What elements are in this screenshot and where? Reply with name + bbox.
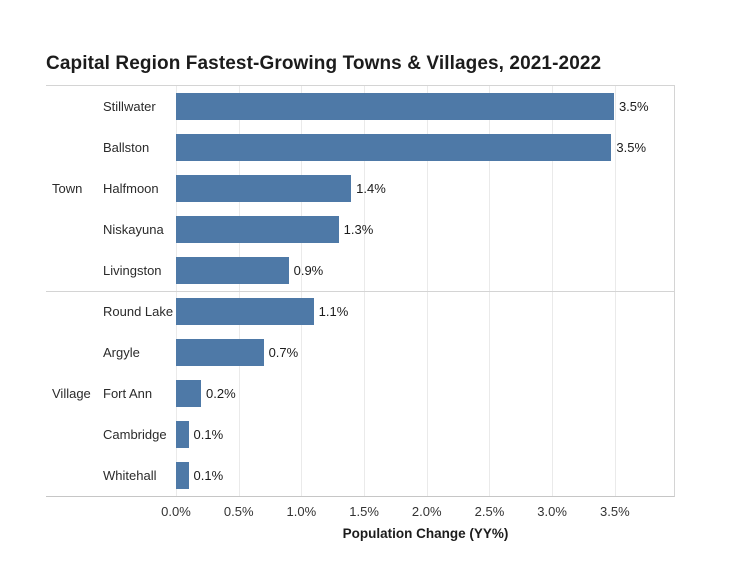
bar-value-label: 1.4% <box>356 180 386 196</box>
group-rows: Round Lake 1.1% Argyle 0.7% Fort Ann 0.2% Camb… <box>103 292 674 497</box>
bar <box>176 215 339 243</box>
bar <box>176 174 352 202</box>
bar-row: Fort Ann 0.2% <box>103 373 674 414</box>
bar <box>176 380 202 408</box>
row-label: Stillwater <box>103 98 156 114</box>
bar-area: 0.9% <box>176 250 674 291</box>
chart-title: Capital Region Fastest-Growing Towns & V… <box>46 53 602 74</box>
bar-value-label: 0.7% <box>268 345 299 361</box>
bar-row: Halfmoon 1.4% <box>103 168 674 209</box>
bar-area: 0.2% <box>176 373 674 414</box>
bar-groups: Town Stillwater 3.5% Ballston 3.5% Halfmoon 1.… <box>46 86 674 496</box>
bar-row: Round Lake 1.1% <box>103 292 674 333</box>
bar-value-label: 0.2% <box>206 386 236 402</box>
row-label: Ballston <box>103 139 150 155</box>
group-village: Village Round Lake 1.1% Argyle 0.7% Fort Ann 0… <box>46 290 674 497</box>
bar <box>176 421 189 449</box>
bar-row: Whitehall 0.1% <box>103 455 674 496</box>
bar-row: Livingston 0.9% <box>103 250 674 291</box>
group-label: Town <box>52 180 83 196</box>
bar <box>176 133 612 161</box>
bar-area: 3.5% <box>176 86 674 127</box>
row-label: Livingston <box>103 262 162 278</box>
x-tick-label: 1.0% <box>286 504 317 519</box>
bar-area: 0.7% <box>176 332 674 373</box>
row-label: Cambridge <box>103 427 167 443</box>
row-label: Niskayuna <box>103 221 164 237</box>
bar-chart-plot: Town Stillwater 3.5% Ballston 3.5% Halfmoon 1.… <box>46 85 675 497</box>
bar-area: 1.3% <box>176 209 674 250</box>
bar-area: 0.1% <box>176 414 674 455</box>
row-label: Fort Ann <box>103 386 153 402</box>
bar-row: Ballston 3.5% <box>103 127 674 168</box>
row-label: Halfmoon <box>103 180 159 196</box>
x-axis: 0.0% 0.5% 1.0% 1.5% 2.0% 2.5% 3.0% 3.5% <box>161 497 675 519</box>
bar-value-label: 0.1% <box>193 468 224 484</box>
x-axis-title: Population Change (YY%) <box>342 526 509 541</box>
group-rows: Stillwater 3.5% Ballston 3.5% Halfmoon 1.4% Ni… <box>103 86 674 291</box>
row-label: Argyle <box>103 345 140 361</box>
bar-value-label: 3.5% <box>616 139 647 155</box>
row-label: Whitehall <box>103 468 157 484</box>
bar <box>176 256 289 284</box>
bar <box>176 298 314 326</box>
bar-area: 1.4% <box>176 168 674 209</box>
bar-value-label: 1.1% <box>318 304 349 320</box>
bar <box>176 92 614 120</box>
x-tick-label: 3.0% <box>537 504 567 519</box>
x-tick-label: 0.5% <box>223 504 254 519</box>
row-label: Round Lake <box>103 304 174 320</box>
bar <box>176 462 189 490</box>
x-tick-label: 3.5% <box>599 504 630 519</box>
bar-value-label: 3.5% <box>618 98 649 114</box>
bar-row: Cambridge 0.1% <box>103 414 674 455</box>
bar-area: 0.1% <box>176 455 674 496</box>
bar-row: Stillwater 3.5% <box>103 86 674 127</box>
x-tick-label: 1.5% <box>349 504 379 519</box>
group-label: Village <box>52 386 91 402</box>
x-tick-label: 0.0% <box>161 504 191 519</box>
x-tick-label: 2.0% <box>411 504 442 519</box>
bar-row: Niskayuna 1.3% <box>103 209 674 250</box>
bar-row: Argyle 0.7% <box>103 332 674 373</box>
bar <box>176 339 264 367</box>
bar-area: 3.5% <box>176 127 674 168</box>
x-tick-label: 2.5% <box>474 504 505 519</box>
bar-value-label: 1.3% <box>343 221 374 237</box>
group-town: Town Stillwater 3.5% Ballston 3.5% Halfmoon 1.… <box>46 86 674 291</box>
bar-area: 1.1% <box>176 292 674 333</box>
bar-value-label: 0.9% <box>293 262 324 278</box>
bar-value-label: 0.1% <box>193 427 224 443</box>
